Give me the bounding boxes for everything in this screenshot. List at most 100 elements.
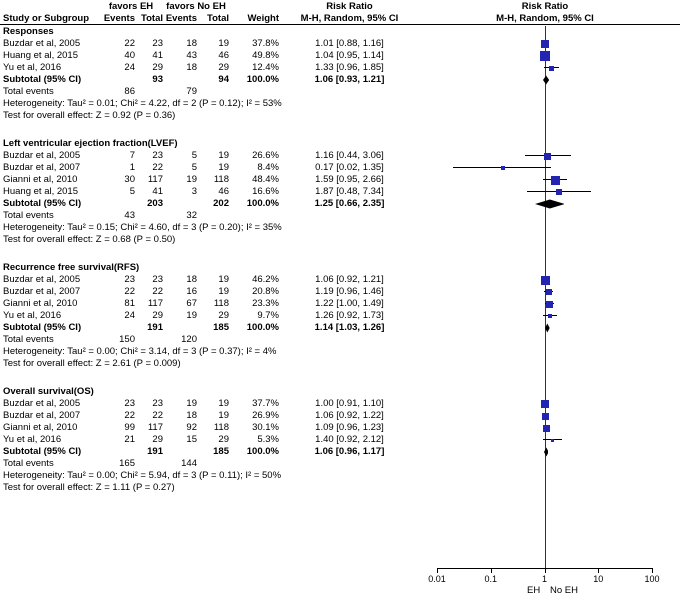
- study-name: Huang et al, 2015: [3, 186, 79, 197]
- events-eh-column-header: Events: [103, 13, 135, 24]
- subtotal-risk-ratio-ci-text: 1.06 [0.96, 1.17]: [314, 446, 385, 457]
- events-eh: 21: [124, 434, 135, 445]
- total-eh: 22: [152, 286, 163, 297]
- total-eh: 29: [152, 62, 163, 73]
- study-row: Buzdar et al, 2005 23 23 19 19 37.7% 1.00 [0.9…: [0, 398, 680, 410]
- weight: 37.8%: [252, 38, 279, 49]
- study-name: Buzdar et al, 2005: [3, 38, 81, 49]
- total-eh: 29: [152, 310, 163, 321]
- study-row: Gianni et al, 2010 30 117 19 118 48.4% 1.59 [0…: [0, 174, 680, 186]
- overall-effect-row: Test for overall effect: Z = 0.68 (P = 0…: [0, 234, 680, 246]
- risk-ratio-column-title: Risk Ratio: [326, 1, 373, 12]
- group1-header: favors EH: [108, 1, 154, 12]
- total-no-eh: 29: [218, 62, 229, 73]
- axis-tick: [652, 568, 653, 573]
- weight: 23.3%: [252, 298, 279, 309]
- total-no-eh: 29: [218, 310, 229, 321]
- effect-size-marker: [550, 175, 560, 185]
- axis-tick: [598, 568, 600, 573]
- total-events-eh: 43: [124, 210, 135, 221]
- total-no-eh: 19: [218, 274, 229, 285]
- total-events-label: Total events: [3, 458, 54, 469]
- section-title: Recurrence free survival(RFS): [3, 262, 140, 273]
- axis-tick-label: 0.01: [428, 574, 446, 584]
- subtotal-risk-ratio-ci-text: 1.06 [0.93, 1.21]: [314, 74, 385, 85]
- total-no-eh: 19: [218, 162, 229, 173]
- subtotal-row: Subtotal (95% CI) 191 185 100.0% 1.14 [1.03,…: [0, 322, 680, 334]
- section-title: Responses: [3, 26, 54, 37]
- study-row: Gianni et al, 2010 99 117 92 118 30.1% 1.09 [0…: [0, 422, 680, 434]
- total-noeh-column-header: Total: [207, 13, 229, 24]
- study-name: Gianni et al, 2010: [3, 174, 78, 185]
- events-eh: 81: [124, 298, 135, 309]
- total-events-eh: 150: [119, 334, 135, 345]
- axis-tick: [437, 568, 438, 573]
- section-title: Overall survival(OS): [3, 386, 94, 397]
- subtotal-weight: 100.0%: [246, 74, 279, 85]
- study-row: Buzdar et al, 2007 22 22 18 19 26.9% 1.06 [0.9…: [0, 410, 680, 422]
- effect-size-marker: [545, 289, 552, 295]
- weight: 12.4%: [252, 62, 279, 73]
- heterogeneity-text: Heterogeneity: Tau² = 0.01; Chi² = 4.22,…: [3, 98, 282, 109]
- effect-size-marker: [540, 51, 551, 61]
- events-no-eh: 3: [191, 186, 197, 197]
- effect-size-marker: [550, 438, 554, 442]
- events-no-eh: 19: [186, 310, 197, 321]
- subtotal-weight: 100.0%: [246, 322, 279, 333]
- total-no-eh: 46: [218, 50, 229, 61]
- risk-ratio-ci-text: 1.22 [1.00, 1.49]: [315, 298, 384, 309]
- risk-ratio-column-subtitle: M-H, Random, 95% CI: [300, 13, 399, 24]
- events-no-eh: 19: [186, 398, 197, 409]
- effect-size-marker: [540, 40, 549, 48]
- axis-left-group-label: EH: [527, 585, 541, 596]
- risk-ratio-ci-text: 1.33 [0.96, 1.85]: [315, 62, 384, 73]
- overall-effect-row: Test for overall effect: Z = 2.61 (P = 0…: [0, 358, 680, 370]
- events-eh: 22: [124, 286, 135, 297]
- subtotal-diamond: [543, 447, 549, 457]
- total-events-row: Total events 43 32: [0, 210, 680, 222]
- section-spacer: [0, 246, 680, 262]
- overall-effect-text: Test for overall effect: Z = 2.61 (P = 0…: [3, 358, 181, 369]
- study-row: Yu et al, 2016 24 29 18 29 12.4% 1.33 [0.96, 1…: [0, 62, 680, 74]
- total-events-no-eh: 32: [186, 210, 197, 221]
- x-axis: EH No EH 0.01 0.1 1 10 100: [0, 568, 680, 608]
- total-eh: 22: [152, 162, 163, 173]
- subtotal-total-no-eh: 185: [213, 446, 229, 457]
- weight: 26.9%: [252, 410, 279, 421]
- risk-ratio-ci-text: 1.16 [0.44, 3.06]: [315, 150, 384, 161]
- study-name: Yu et al, 2016: [3, 434, 62, 445]
- subtotal-diamond: [534, 199, 565, 209]
- study-name: Yu et al, 2016: [3, 310, 62, 321]
- risk-ratio-ci-text: 1.06 [0.92, 1.22]: [315, 410, 384, 421]
- total-eh: 117: [147, 174, 163, 185]
- effect-size-marker: [542, 412, 550, 420]
- subtotal-row: Subtotal (95% CI) 93 94 100.0% 1.06 [0.93, 1…: [0, 74, 680, 86]
- total-eh: 22: [152, 410, 163, 421]
- study-name: Buzdar et al, 2007: [3, 162, 81, 173]
- study-row: Buzdar et al, 2007 1 22 5 19 8.4% 0.17 [0.02, …: [0, 162, 680, 174]
- weight: 9.7%: [257, 310, 279, 321]
- events-no-eh: 67: [186, 298, 197, 309]
- study-row: Huang et al, 2015 5 41 3 46 16.6% 1.87 [0.48, …: [0, 186, 680, 198]
- axis-tick-label: 0.1: [484, 574, 498, 584]
- effect-size-marker: [544, 152, 552, 160]
- axis-tick-label: 100: [644, 574, 660, 584]
- events-no-eh: 19: [186, 174, 197, 185]
- total-events-no-eh: 120: [181, 334, 197, 345]
- subtotal-weight: 100.0%: [246, 198, 279, 209]
- total-no-eh: 118: [213, 174, 229, 185]
- heterogeneity-text: Heterogeneity: Tau² = 0.00; Chi² = 5.94,…: [3, 470, 282, 481]
- study-name: Buzdar et al, 2005: [3, 150, 81, 161]
- total-events-no-eh: 79: [186, 86, 197, 97]
- total-events-row: Total events 165 144: [0, 458, 680, 470]
- events-eh: 5: [129, 186, 135, 197]
- overall-effect-text: Test for overall effect: Z = 0.92 (P = 0…: [3, 110, 176, 121]
- total-events-row: Total events 150 120: [0, 334, 680, 346]
- study-name: Buzdar et al, 2005: [3, 274, 81, 285]
- risk-ratio-ci-text: 0.17 [0.02, 1.35]: [315, 162, 384, 173]
- subtotal-diamond: [542, 75, 549, 85]
- weight: 5.3%: [257, 434, 279, 445]
- subtotal-risk-ratio-ci-text: 1.14 [1.03, 1.26]: [314, 322, 385, 333]
- total-events-row: Total events 86 79: [0, 86, 680, 98]
- weight: 8.4%: [257, 162, 279, 173]
